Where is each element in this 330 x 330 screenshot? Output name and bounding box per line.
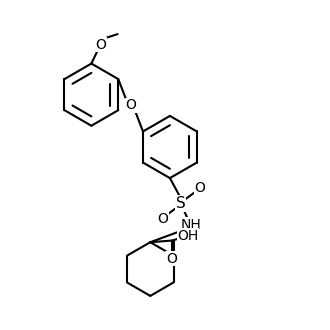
Text: S: S	[176, 196, 185, 211]
Text: O: O	[95, 38, 106, 51]
Text: OH: OH	[177, 229, 199, 243]
Text: O: O	[157, 212, 168, 226]
Text: O: O	[166, 251, 177, 266]
Text: O: O	[194, 181, 205, 195]
Text: NH: NH	[180, 218, 201, 232]
Text: O: O	[125, 98, 136, 112]
